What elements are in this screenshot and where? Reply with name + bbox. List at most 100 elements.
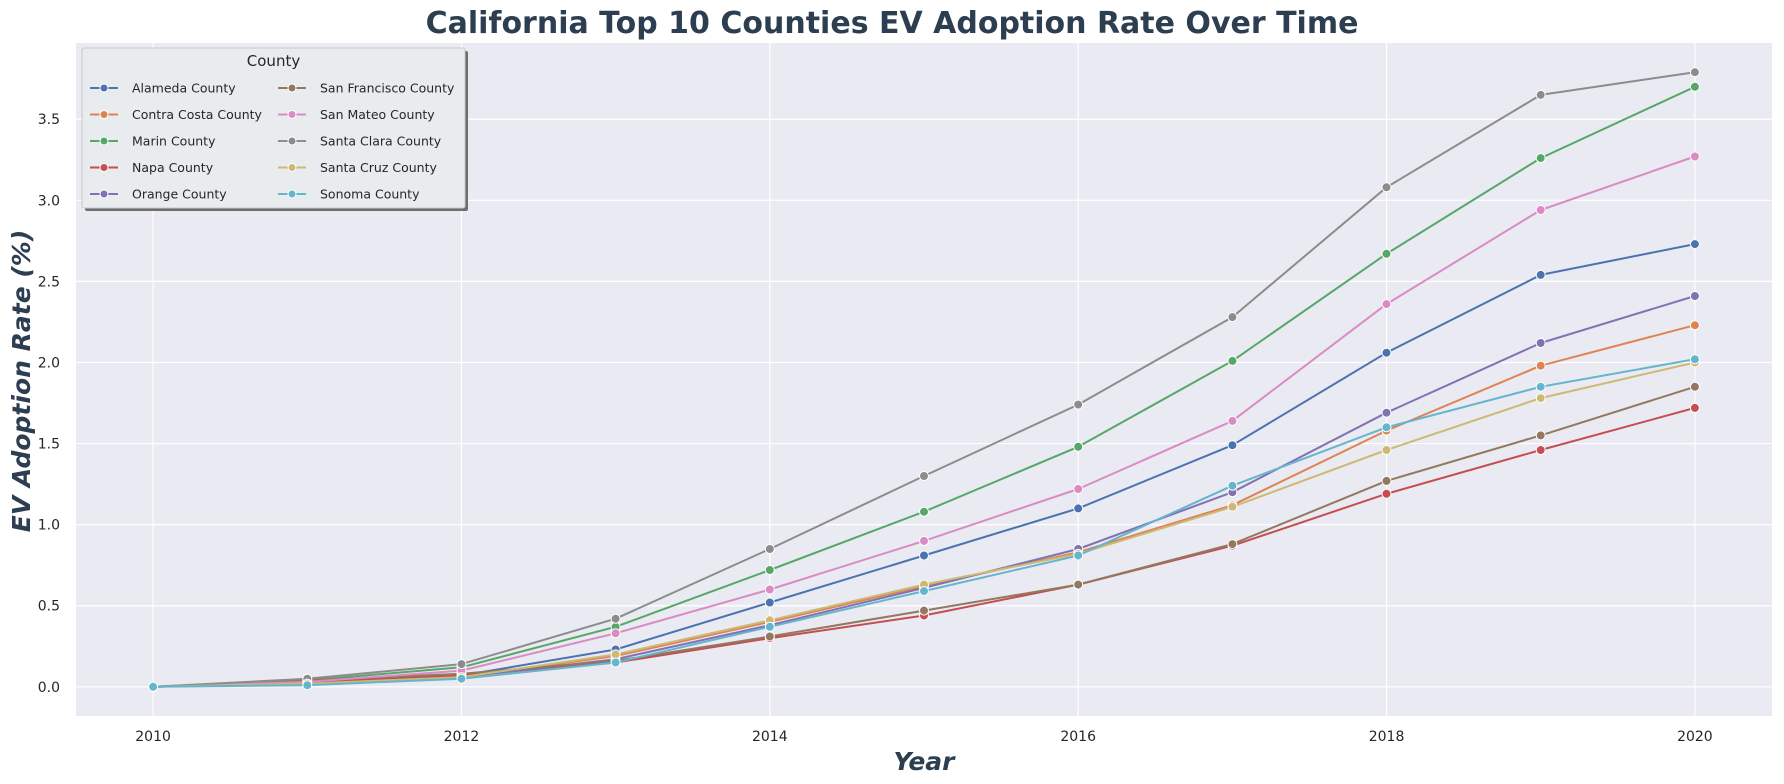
y-tick-label: 3.5	[38, 112, 60, 128]
data-point	[1535, 445, 1546, 455]
x-tick-label: 2018	[1369, 729, 1405, 745]
legend-item: Santa Clara County	[278, 134, 442, 149]
x-axis-ticks: 2010 2012 2014 2016 2018 2020	[135, 729, 1712, 745]
legend-marker	[287, 163, 297, 172]
data-point	[1535, 393, 1546, 404]
y-axis-label: EV Adoption Rate (%)	[7, 230, 36, 533]
legend-item: Marin County	[90, 134, 216, 149]
data-point	[1227, 440, 1238, 451]
y-tick-label: 0.0	[38, 680, 60, 696]
data-point	[764, 597, 775, 608]
legend: County Alameda County Contra Costa County M…	[81, 47, 468, 211]
data-point	[148, 681, 159, 692]
data-point	[1689, 354, 1700, 365]
data-point	[919, 506, 929, 517]
data-point	[919, 471, 929, 481]
data-point	[1689, 239, 1700, 250]
data-point	[1227, 501, 1238, 512]
data-point	[1227, 355, 1238, 366]
data-point	[302, 680, 313, 691]
data-point	[764, 631, 775, 642]
legend-label: Santa Clara County	[320, 134, 442, 149]
data-point	[1535, 89, 1546, 100]
data-point	[1073, 399, 1084, 410]
data-point	[1227, 312, 1238, 323]
x-tick-label: 2014	[752, 729, 788, 745]
data-point	[1689, 67, 1700, 78]
data-point	[1073, 550, 1084, 561]
data-point	[1381, 347, 1392, 358]
data-point	[1227, 539, 1238, 550]
legend-label: Orange County	[132, 187, 227, 202]
legend-label: Marin County	[132, 134, 216, 149]
data-point	[1073, 441, 1084, 452]
data-point	[456, 673, 467, 684]
legend-item: Orange County	[90, 187, 227, 202]
legend-box	[81, 47, 466, 209]
y-tick-label: 2.5	[38, 274, 60, 290]
data-point	[610, 613, 621, 624]
y-tick-label: 0.5	[38, 599, 60, 615]
data-point	[456, 659, 467, 670]
data-point	[1689, 151, 1700, 162]
data-point	[919, 535, 929, 546]
data-point	[1381, 475, 1392, 486]
legend-marker	[99, 189, 109, 199]
legend-label: Alameda County	[132, 81, 236, 96]
data-point	[1073, 579, 1084, 590]
data-point	[1381, 299, 1392, 310]
data-point	[1227, 415, 1238, 426]
x-tick-label: 2012	[444, 729, 480, 745]
data-point	[610, 657, 621, 668]
x-tick-label: 2010	[135, 729, 171, 745]
data-point	[919, 586, 929, 597]
legend-marker	[99, 110, 109, 119]
chart-title: California Top 10 Counties EV Adoption R…	[426, 6, 1359, 41]
legend-marker	[99, 163, 109, 172]
data-point	[1381, 422, 1392, 433]
legend-label: Napa County	[132, 160, 214, 175]
data-point	[1535, 153, 1546, 164]
gridlines	[76, 43, 1772, 716]
data-point	[764, 621, 775, 632]
y-tick-label: 3.0	[38, 193, 60, 209]
legend-label: San Mateo County	[320, 107, 435, 122]
data-point	[1381, 445, 1392, 455]
legend-title: County	[247, 52, 301, 70]
legend-marker	[287, 189, 297, 199]
data-point	[1535, 430, 1546, 441]
data-point	[1535, 269, 1546, 280]
data-point	[919, 550, 929, 561]
legend-marker	[99, 83, 109, 93]
data-point	[1381, 407, 1392, 418]
y-tick-label: 1.5	[38, 437, 60, 453]
data-point	[764, 544, 775, 554]
data-point	[764, 584, 775, 595]
data-point	[919, 605, 929, 616]
legend-item: Sonoma County	[278, 187, 420, 202]
data-point	[1073, 503, 1084, 514]
y-tick-label: 1.0	[38, 518, 60, 534]
x-axis-label: Year	[893, 747, 956, 776]
legend-item: Contra Costa County	[90, 107, 263, 122]
data-point	[1689, 381, 1700, 392]
data-point	[1535, 360, 1546, 371]
y-tick-label: 2.0	[38, 355, 60, 371]
legend-label: Sonoma County	[320, 187, 420, 202]
legend-marker	[287, 136, 297, 146]
legend-label: Contra Costa County	[132, 107, 263, 122]
legend-item: Napa County	[90, 160, 214, 175]
x-tick-label: 2016	[1060, 729, 1096, 745]
series-lines	[148, 67, 1700, 692]
data-point	[1381, 182, 1392, 193]
legend-marker	[287, 83, 297, 93]
legend-marker	[99, 136, 109, 146]
data-point	[1689, 320, 1700, 331]
legend-item: Santa Cruz County	[278, 160, 437, 175]
x-tick-label: 2020	[1677, 729, 1713, 745]
data-point	[1689, 81, 1700, 92]
legend-item: San Francisco County	[278, 81, 455, 96]
data-point	[1535, 338, 1546, 348]
legend-item: Alameda County	[90, 81, 236, 96]
